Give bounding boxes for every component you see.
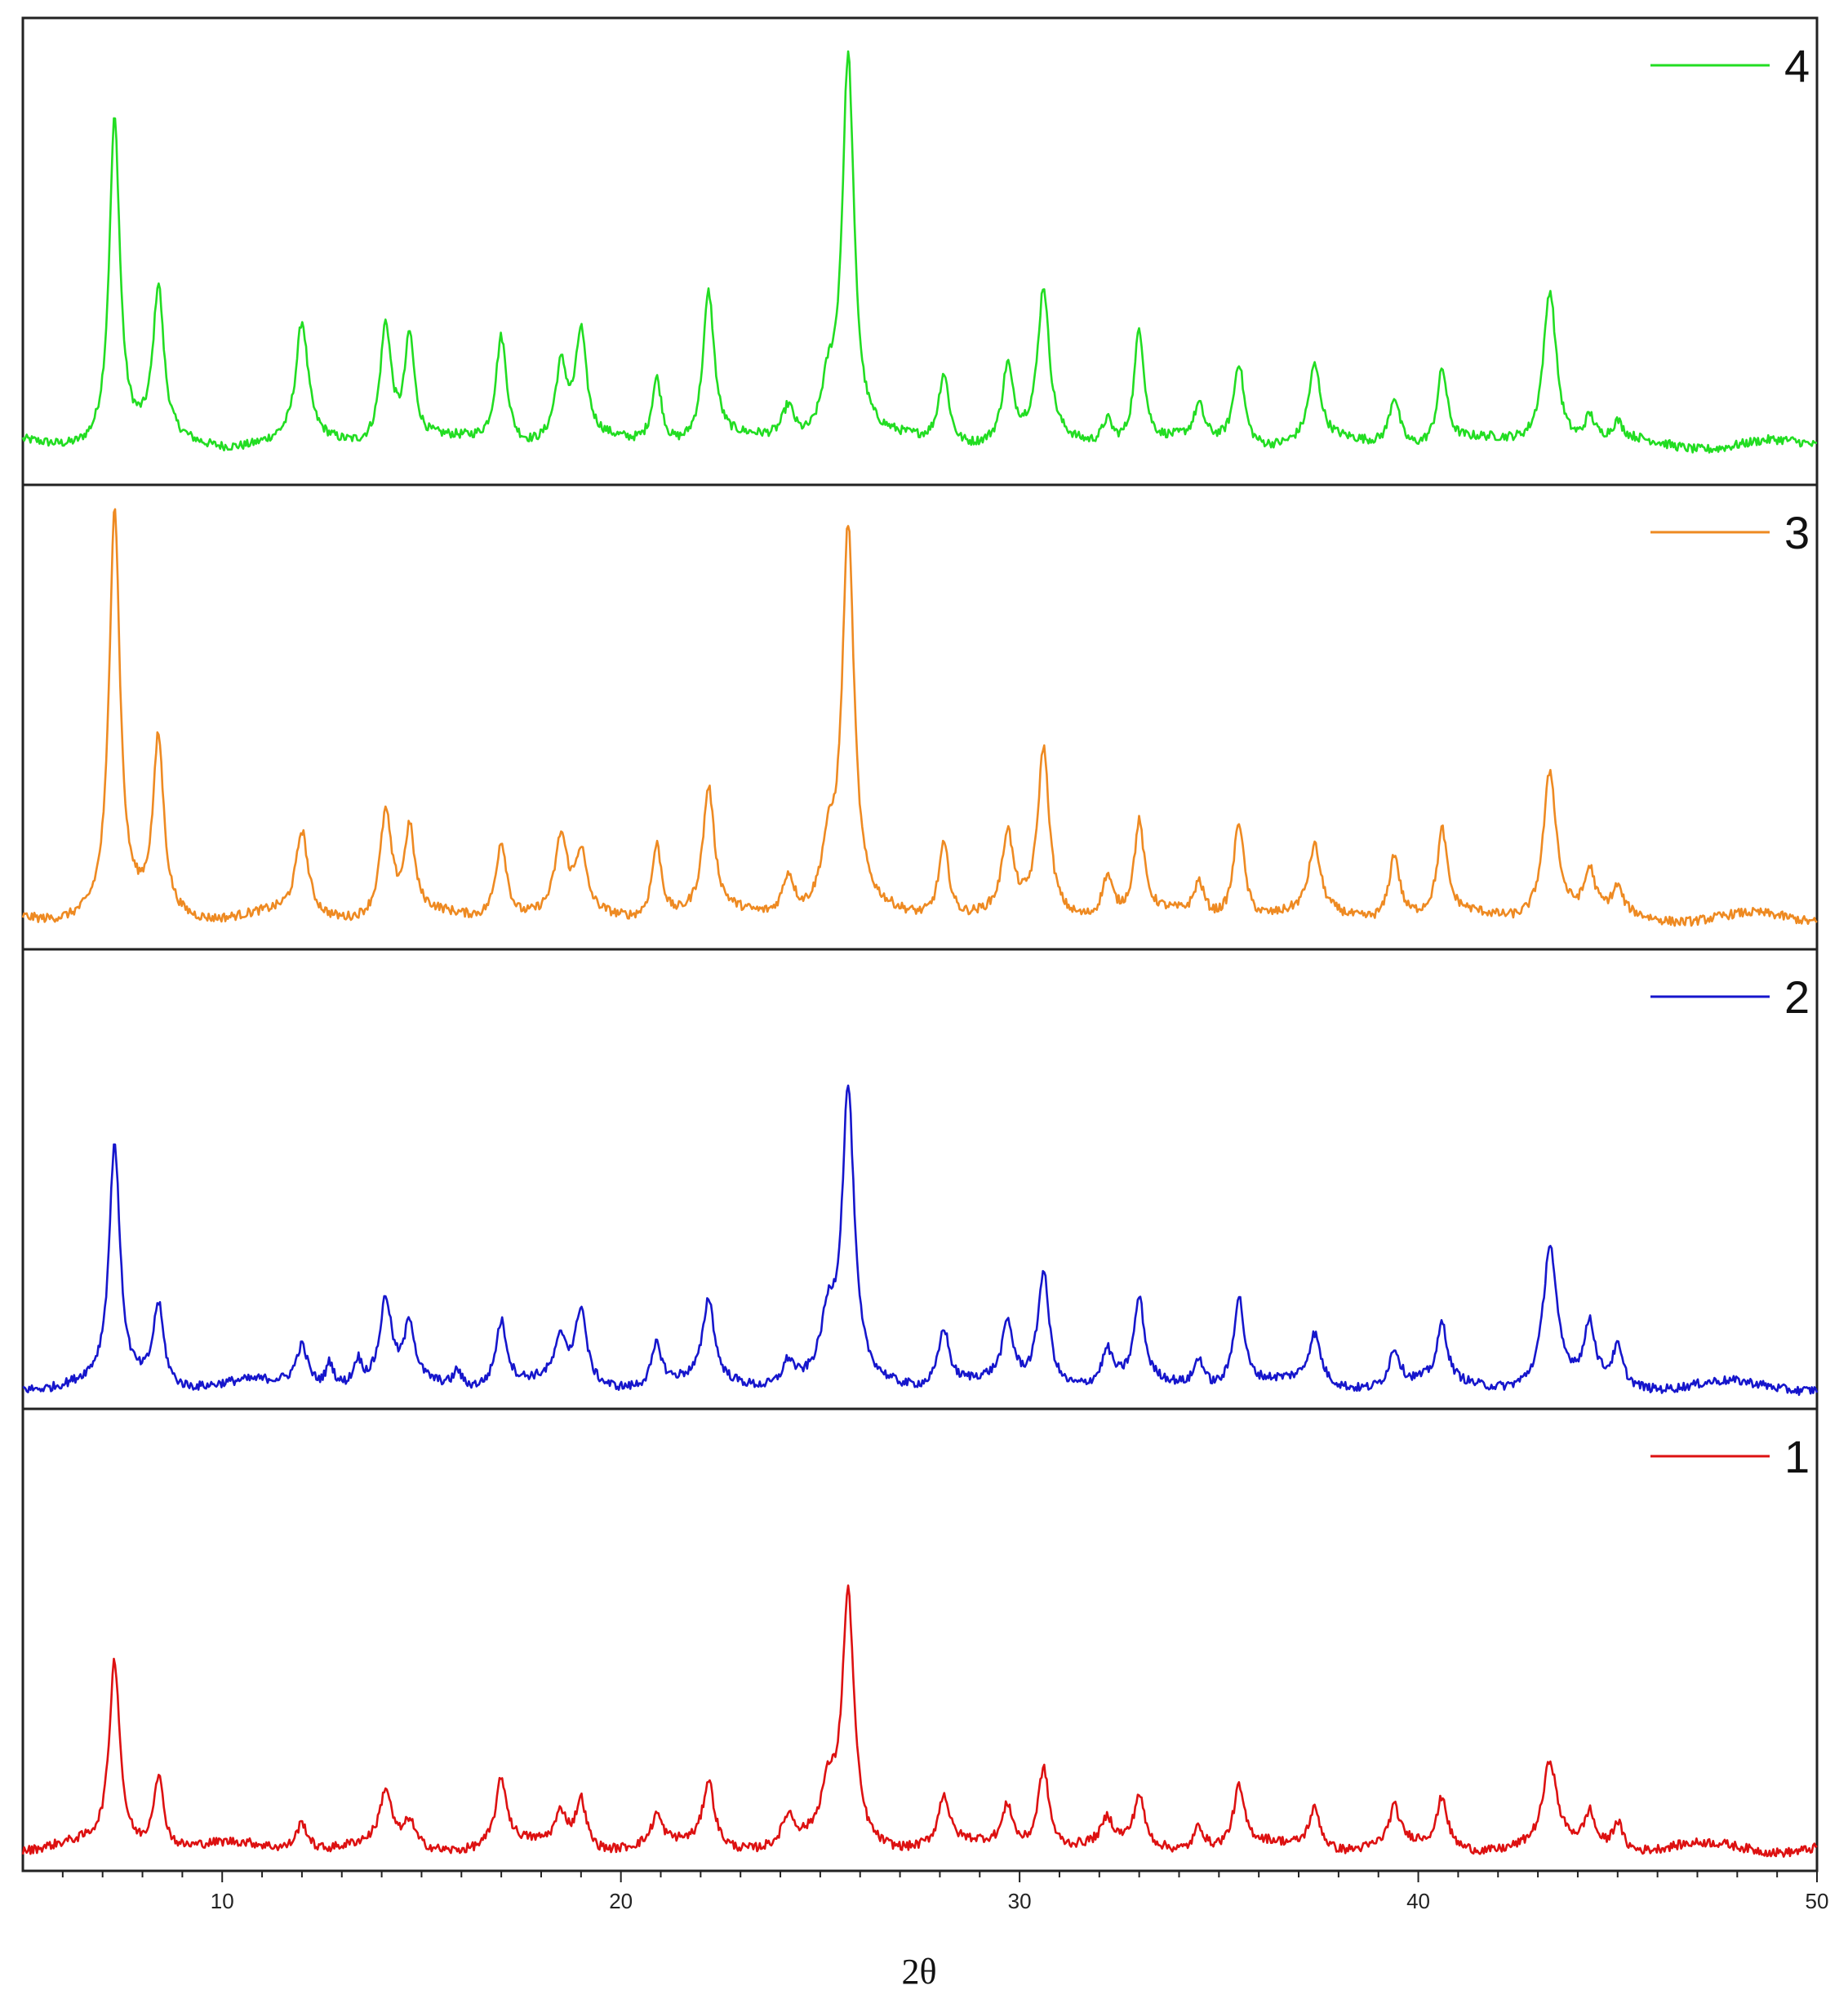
legend-label-2: 2 [1784,971,1810,1023]
x-tick-label: 30 [1008,1889,1032,1913]
series-line-2 [22,1084,1819,1397]
x-tick-label: 20 [609,1889,633,1913]
series-line-4 [21,50,1818,454]
panel-1: 1 [21,1407,1819,1873]
x-tick-label: 40 [1406,1889,1430,1913]
series-line-3 [21,508,1818,927]
x-axis: 10 20 30 40 50 [61,1871,1829,1913]
legend-label-4: 4 [1784,40,1810,91]
legend-label-3: 3 [1784,507,1810,558]
x-axis-title: 2θ [901,1952,936,1992]
panel-3: 3 [21,483,1819,951]
series-line-1 [21,1584,1818,1858]
x-tick-label: 50 [1806,1889,1829,1913]
x-tick-label: 10 [211,1889,234,1913]
panels: 4 3 2 1 [21,16,1819,1873]
panel-frame [21,1407,1819,1873]
legend-label-1: 1 [1784,1431,1810,1482]
